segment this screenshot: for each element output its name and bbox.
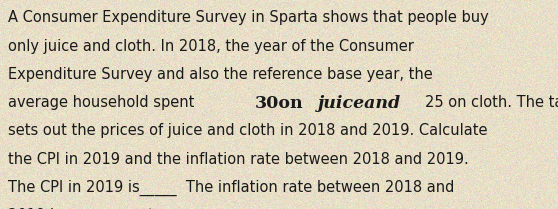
- Text: Expenditure Survey and also the reference base year, the: Expenditure Survey and also the referenc…: [8, 67, 433, 82]
- Text: 2019 is ___  percent.: 2019 is ___ percent.: [8, 208, 159, 209]
- Text: average household spent: average household spent: [8, 95, 199, 110]
- Text: 25 on cloth. The table: 25 on cloth. The table: [425, 95, 558, 110]
- Text: 30on: 30on: [255, 95, 304, 112]
- Text: sets out the prices of juice and cloth in 2018 and 2019. Calculate: sets out the prices of juice and cloth i…: [8, 123, 488, 138]
- Text: only juice and cloth. In 2018, the year of the Consumer: only juice and cloth. In 2018, the year …: [8, 39, 414, 54]
- Text: The CPI in 2019 is_____  The inflation rate between 2018 and: The CPI in 2019 is_____ The inflation ra…: [8, 180, 455, 196]
- Text: juiceand: juiceand: [318, 95, 401, 112]
- Text: A Consumer Expenditure Survey in Sparta shows that people buy: A Consumer Expenditure Survey in Sparta …: [8, 10, 489, 25]
- Text: the CPI in 2019 and the inflation rate between 2018 and 2019.: the CPI in 2019 and the inflation rate b…: [8, 152, 469, 167]
